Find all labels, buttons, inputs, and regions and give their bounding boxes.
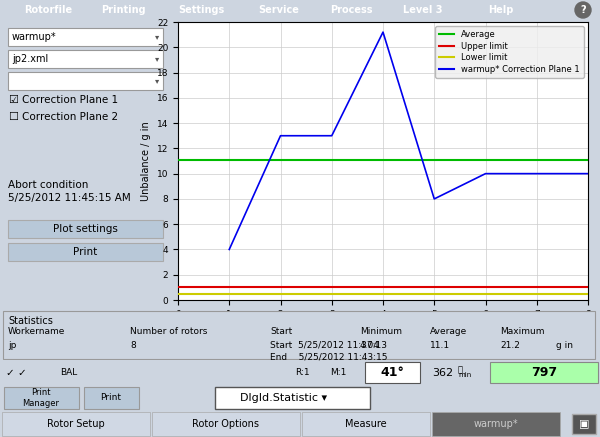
Text: jp: jp — [8, 341, 16, 350]
Legend: Average, Upper limit, Lower limit, warmup* Correction Plane 1: Average, Upper limit, Lower limit, warmu… — [435, 26, 584, 78]
Bar — [8, 50, 163, 68]
Text: warmup*: warmup* — [12, 32, 56, 42]
Bar — [302, 412, 430, 436]
Text: Abort condition: Abort condition — [8, 180, 88, 190]
Text: 5/25/2012 11:45:15 AM: 5/25/2012 11:45:15 AM — [8, 193, 131, 203]
Text: Print: Print — [101, 393, 121, 402]
Text: Plot settings: Plot settings — [53, 224, 118, 234]
Text: Rotor Setup: Rotor Setup — [47, 419, 105, 429]
Text: R:1: R:1 — [295, 368, 310, 377]
Text: g in: g in — [556, 341, 573, 350]
Text: Minimum: Minimum — [360, 327, 402, 336]
Text: min: min — [458, 372, 471, 378]
Text: 362: 362 — [432, 368, 453, 378]
Text: Measure: Measure — [345, 419, 387, 429]
Bar — [490, 362, 598, 383]
Bar — [84, 387, 139, 409]
Text: Average: Average — [430, 327, 467, 336]
Bar — [8, 72, 163, 90]
Text: 41°: 41° — [380, 366, 404, 379]
Text: ▣: ▣ — [579, 419, 589, 429]
Bar — [432, 412, 560, 436]
Text: Print: Print — [73, 247, 97, 257]
Text: ▾: ▾ — [155, 55, 159, 63]
Text: ☑: ☑ — [8, 95, 18, 105]
Text: DlgId.Statistic ▾: DlgId.Statistic ▾ — [241, 393, 328, 403]
Text: Rotorfile: Rotorfile — [24, 5, 72, 15]
Text: Printing: Printing — [101, 5, 145, 15]
Bar — [4, 387, 79, 409]
Text: Number of rotors: Number of rotors — [130, 327, 208, 336]
Text: Start  5/25/2012 11:37:13: Start 5/25/2012 11:37:13 — [270, 341, 387, 350]
Text: Correction Plane 2: Correction Plane 2 — [22, 112, 118, 122]
Bar — [365, 362, 420, 383]
Y-axis label: Unbalance / g in: Unbalance / g in — [141, 121, 151, 201]
Text: Process: Process — [330, 5, 372, 15]
Text: Workername: Workername — [8, 327, 65, 336]
Text: Settings: Settings — [178, 5, 224, 15]
Bar — [8, 28, 163, 46]
Text: End    5/25/2012 11:43:15: End 5/25/2012 11:43:15 — [270, 352, 388, 361]
Text: warmup*: warmup* — [473, 419, 518, 429]
Circle shape — [575, 2, 591, 18]
Text: ▾: ▾ — [155, 76, 159, 86]
Text: ☐: ☐ — [8, 112, 18, 122]
Text: ?: ? — [580, 5, 586, 15]
Text: jp2.xml: jp2.xml — [12, 54, 48, 64]
Text: Correction Plane 1: Correction Plane 1 — [22, 95, 118, 105]
Text: Maximum: Maximum — [500, 327, 545, 336]
Text: Service: Service — [259, 5, 299, 15]
Text: Level 3: Level 3 — [403, 5, 443, 15]
Text: 21.2: 21.2 — [500, 341, 520, 350]
Text: M:1: M:1 — [330, 368, 346, 377]
Bar — [572, 414, 596, 434]
Bar — [8, 220, 163, 238]
Bar — [215, 387, 370, 409]
Text: Print
Manager: Print Manager — [23, 388, 59, 408]
Text: ⌒: ⌒ — [458, 365, 463, 375]
Text: 797: 797 — [531, 366, 557, 379]
Text: Statistics: Statistics — [8, 316, 53, 326]
Bar — [8, 243, 163, 261]
Text: 8: 8 — [130, 341, 136, 350]
Text: BAL: BAL — [60, 368, 77, 377]
Bar — [2, 412, 150, 436]
Text: 11.1: 11.1 — [430, 341, 450, 350]
Text: Help: Help — [488, 5, 514, 15]
Bar — [152, 412, 300, 436]
Text: Rotor Options: Rotor Options — [193, 419, 260, 429]
Text: Start: Start — [270, 327, 292, 336]
Text: ▾: ▾ — [155, 32, 159, 42]
Text: ✓ ✓: ✓ ✓ — [6, 368, 27, 378]
Text: 4.04: 4.04 — [360, 341, 380, 350]
X-axis label: Rotor count: Rotor count — [355, 324, 412, 334]
